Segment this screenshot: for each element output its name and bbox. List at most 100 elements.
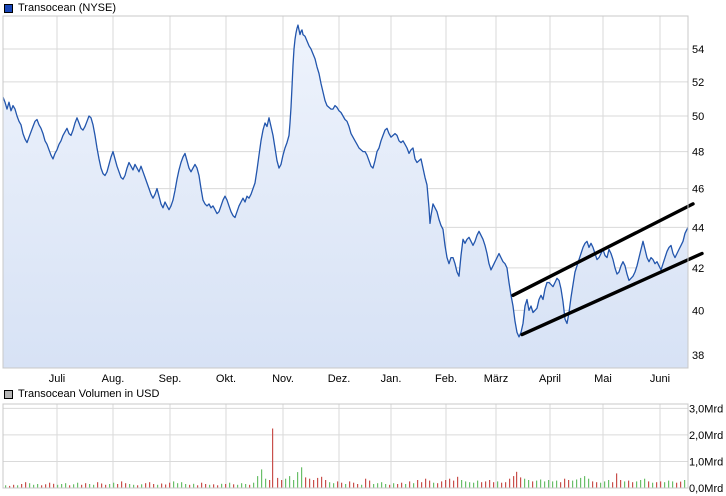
volume-bar <box>329 482 331 488</box>
volume-bar <box>117 484 119 488</box>
month-label: Mai <box>594 373 612 385</box>
volume-tick-label: 1,0Mrd <box>689 456 723 468</box>
volume-bar <box>572 480 574 488</box>
volume-bar <box>509 478 511 488</box>
volume-bar <box>497 481 499 488</box>
volume-bar <box>437 483 439 488</box>
volume-bar <box>552 481 554 488</box>
month-label: April <box>539 373 561 385</box>
month-label: Feb. <box>435 373 457 385</box>
volume-bar <box>281 480 283 488</box>
volume-bar <box>501 482 503 488</box>
volume-bar <box>249 484 251 488</box>
month-label: Dez. <box>328 373 351 385</box>
volume-bar <box>25 482 27 488</box>
volume-bar <box>361 484 363 488</box>
volume-bar <box>401 482 403 488</box>
price-plot-border <box>2 15 689 369</box>
volume-bar <box>301 467 303 488</box>
volume-bar <box>257 476 259 488</box>
volume-bar <box>644 478 646 488</box>
month-label: Nov. <box>272 373 294 385</box>
volume-bar <box>680 481 682 488</box>
volume-bar <box>197 485 199 488</box>
volume-bar <box>656 482 658 488</box>
volume-bar <box>425 478 427 488</box>
volume-bar <box>13 484 15 488</box>
volume-bar <box>161 483 163 488</box>
volume-bar <box>221 483 223 488</box>
volume-bar <box>532 481 534 488</box>
volume-bar <box>652 482 654 488</box>
volume-bar <box>5 485 7 488</box>
volume-bar <box>157 484 159 488</box>
volume-bar <box>405 484 407 488</box>
volume-bar <box>608 480 610 488</box>
volume-bar <box>636 481 638 488</box>
volume-bar <box>113 482 115 488</box>
volume-bar <box>61 484 63 488</box>
price-tick-label: 46 <box>692 184 704 196</box>
volume-bar <box>241 483 243 488</box>
volume-bar <box>409 481 411 488</box>
volume-bar <box>513 476 515 488</box>
volume-bar <box>568 480 570 488</box>
volume-bar <box>449 478 451 488</box>
volume-bar <box>317 477 319 488</box>
volume-bar <box>289 476 291 488</box>
volume-bar <box>465 481 467 488</box>
price-tick-label: 54 <box>692 44 704 56</box>
volume-bar <box>201 482 203 488</box>
volume-bar <box>668 480 670 488</box>
volume-bar <box>321 476 323 488</box>
volume-bar <box>253 482 255 488</box>
volume-bar <box>489 480 491 488</box>
volume-bar <box>97 482 99 488</box>
volume-bar <box>325 480 327 488</box>
volume-bar <box>556 480 558 488</box>
volume-bar <box>616 473 618 488</box>
volume-bar <box>145 483 147 488</box>
volume-bar <box>169 482 171 488</box>
volume-bar <box>125 483 127 488</box>
volume-bar <box>53 483 55 488</box>
volume-bar <box>413 483 415 488</box>
volume-bar <box>660 481 662 488</box>
price-tick-label: 52 <box>692 77 704 89</box>
volume-bar <box>592 481 594 488</box>
volume-bar <box>17 485 19 488</box>
volume-bar <box>313 480 315 488</box>
volume-bar <box>548 480 550 488</box>
volume-bar <box>9 485 11 488</box>
volume-tick-label: 0,0Mrd <box>689 483 723 495</box>
volume-bar <box>337 481 339 488</box>
volume-bar <box>620 480 622 488</box>
volume-bar <box>272 428 274 488</box>
volume-bar <box>41 485 43 488</box>
volume-chart-title: Transocean Volumen in USD <box>18 388 160 400</box>
volume-bar <box>269 480 271 488</box>
volume-bar <box>421 482 423 488</box>
volume-bar <box>209 484 211 488</box>
price-tick-label: 44 <box>692 222 704 234</box>
volume-bar <box>672 481 674 488</box>
price-tick-label: 38 <box>692 350 704 362</box>
volume-bar <box>69 485 71 488</box>
volume-bar <box>628 480 630 488</box>
volume-bar <box>560 482 562 488</box>
volume-bar <box>381 482 383 488</box>
month-label: Okt. <box>216 373 236 385</box>
volume-bar <box>45 484 47 488</box>
volume-bar <box>177 483 179 488</box>
month-label: Aug. <box>102 373 125 385</box>
month-label: Jan. <box>381 373 402 385</box>
volume-bar <box>129 484 131 488</box>
volume-bar <box>181 482 183 488</box>
volume-bar <box>353 482 355 488</box>
volume-bar <box>81 484 83 488</box>
volume-bar <box>293 480 295 488</box>
volume-bar <box>445 480 447 488</box>
volume-bar <box>417 480 419 488</box>
volume-bar <box>604 481 606 488</box>
